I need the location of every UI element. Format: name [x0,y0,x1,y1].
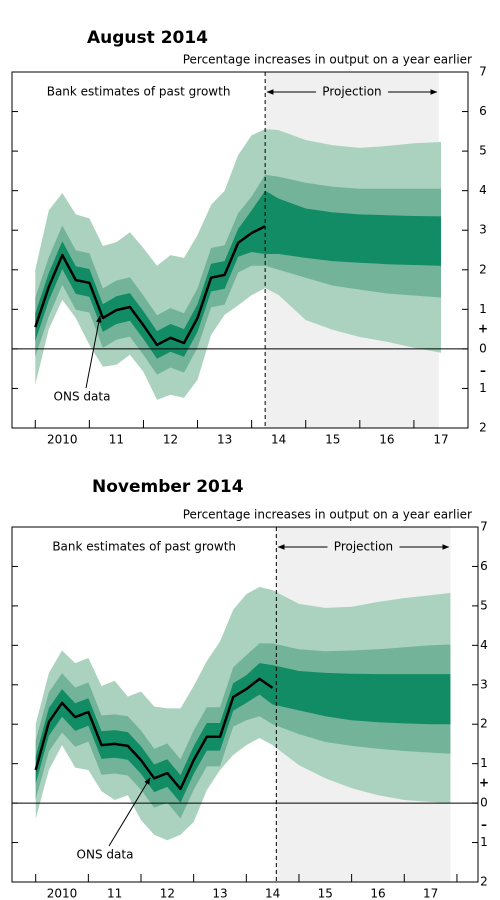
y-tick-label: 1 [480,835,488,849]
sign-minus: – [481,818,487,832]
y-tick-label: 6 [480,559,488,573]
x-tick-label: 15 [318,887,333,900]
x-tick-label: 13 [217,433,232,447]
x-tick-label: 15 [325,433,340,447]
chart-title: August 2014 [87,28,208,48]
x-tick-label: 12 [160,887,175,900]
y-tick-label: 2 [480,875,488,889]
past-label: Bank estimates of past growth [52,540,236,554]
y-tick-label: 3 [479,223,487,237]
y-tick-label: 1 [479,302,487,316]
x-tick-label: 2010 [47,433,78,447]
x-tick-label: 17 [433,433,448,447]
subtitle: Percentage increases in output on a year… [183,508,472,522]
y-tick-label: 2 [480,717,488,731]
x-tick-label: 12 [163,433,178,447]
y-tick-label: 0 [479,341,487,355]
ons-line [34,677,274,791]
fan-band [35,663,451,803]
ons-arrow [108,777,151,847]
y-tick-label: 4 [479,183,487,197]
ons-label: ONS data [77,848,134,862]
y-tick-label: 7 [480,520,488,534]
subtitle: Percentage increases in output on a year… [183,53,472,67]
y-tick-label: 3 [480,677,488,691]
x-tick-label: 11 [109,433,124,447]
x-tick-label: 2010 [47,887,78,900]
x-tick-label: 17 [423,887,438,900]
y-tick-label: 2 [479,262,487,276]
y-tick-label: 7 [479,65,487,79]
x-tick-label: 14 [265,887,280,900]
plot-border [11,526,479,883]
y-tick-label: 1 [480,756,488,770]
y-tick-label: 2 [479,421,487,435]
chart-title: November 2014 [92,477,244,497]
y-tick-label: 6 [479,104,487,118]
x-tick-label: 14 [271,433,286,447]
projection-label: Projection [334,540,393,554]
y-tick-label: 1 [479,381,487,395]
plot-border [11,71,469,429]
y-tick-label: 5 [480,598,488,612]
sign-plus: + [479,776,489,790]
ons-label: ONS data [54,390,111,404]
y-tick-label: 5 [479,144,487,158]
past-label: Bank estimates of past growth [47,85,231,99]
sign-plus: + [478,321,488,335]
x-tick-label: 11 [107,887,122,900]
y-tick-label: 0 [480,796,488,810]
x-tick-label: 13 [212,887,227,900]
y-tick-label: 4 [480,638,488,652]
ons-line [34,225,266,347]
x-tick-label: 16 [370,887,385,900]
x-tick-label: 16 [379,433,394,447]
projection-label: Projection [322,85,381,99]
ons-arrow [85,315,102,389]
sign-minus: – [480,363,486,377]
